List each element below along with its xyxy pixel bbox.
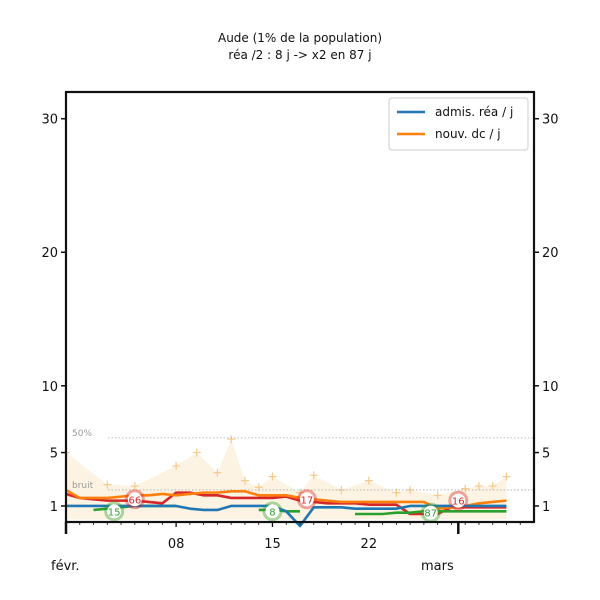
annotation-label: 17 — [301, 495, 314, 506]
background-point — [474, 481, 483, 490]
y-tick-label-right: 20 — [542, 246, 559, 261]
series-line — [66, 504, 507, 528]
annotation-bubble-inner — [265, 504, 280, 519]
chart-title: Aude (1% de la population) — [217, 31, 382, 45]
background-point — [461, 484, 470, 493]
background-point — [309, 471, 318, 480]
annotation-bubble-inner — [299, 492, 314, 507]
month-label-mar: mars — [421, 559, 454, 574]
plot-frame — [64, 90, 536, 524]
background-point — [433, 491, 442, 500]
annotation-label: 66 — [128, 495, 141, 506]
y-tick-label-left: 10 — [41, 380, 58, 395]
y-tick-label-right: 5 — [542, 447, 550, 462]
annotation-bubble-inner — [423, 505, 438, 520]
y-tick-label-left: 20 — [41, 246, 58, 261]
x-tick-label: 15 — [264, 537, 281, 552]
background-point — [488, 481, 497, 490]
background-point — [502, 472, 511, 481]
annotation-bubble-inner — [127, 492, 142, 507]
x-tick-label: 08 — [168, 537, 185, 552]
background-point — [364, 476, 373, 485]
annotation-label: 87 — [424, 509, 437, 520]
y-tick-label-left: 1 — [50, 500, 58, 515]
background-point — [227, 435, 236, 444]
background-point — [268, 472, 277, 481]
annotation-bubble-inner — [107, 504, 122, 519]
background-area — [66, 439, 507, 520]
y-tick-label-left: 5 — [50, 447, 58, 462]
y-tick-label-right: 1 — [542, 500, 550, 515]
month-label-feb: févr. — [51, 559, 80, 574]
legend-label: nouv. dc / j — [435, 127, 501, 141]
legend-label: admis. réa / j — [435, 105, 513, 119]
annotation-label: 15 — [108, 507, 121, 518]
x-tick-label: 22 — [361, 537, 378, 552]
background-point — [240, 476, 249, 485]
y-tick-label-right: 10 — [542, 380, 559, 395]
reference-line-label: bruit — [72, 481, 94, 491]
annotation-bubble-inner — [451, 493, 466, 508]
background-point — [213, 468, 222, 477]
background-point — [172, 461, 181, 470]
background-point — [130, 481, 139, 490]
background-point — [103, 480, 112, 489]
background-point — [296, 488, 304, 497]
chart-subtitle: réa /2 : 8 j -> x2 en 87 j — [228, 48, 372, 62]
background-point — [192, 448, 201, 457]
y-tick-label-left: 30 — [41, 113, 58, 128]
annotation-label: 8 — [269, 507, 275, 518]
y-tick-label-right: 30 — [542, 113, 559, 128]
reference-line-label: 50% — [72, 429, 92, 439]
annotation-label: 16 — [452, 497, 465, 508]
